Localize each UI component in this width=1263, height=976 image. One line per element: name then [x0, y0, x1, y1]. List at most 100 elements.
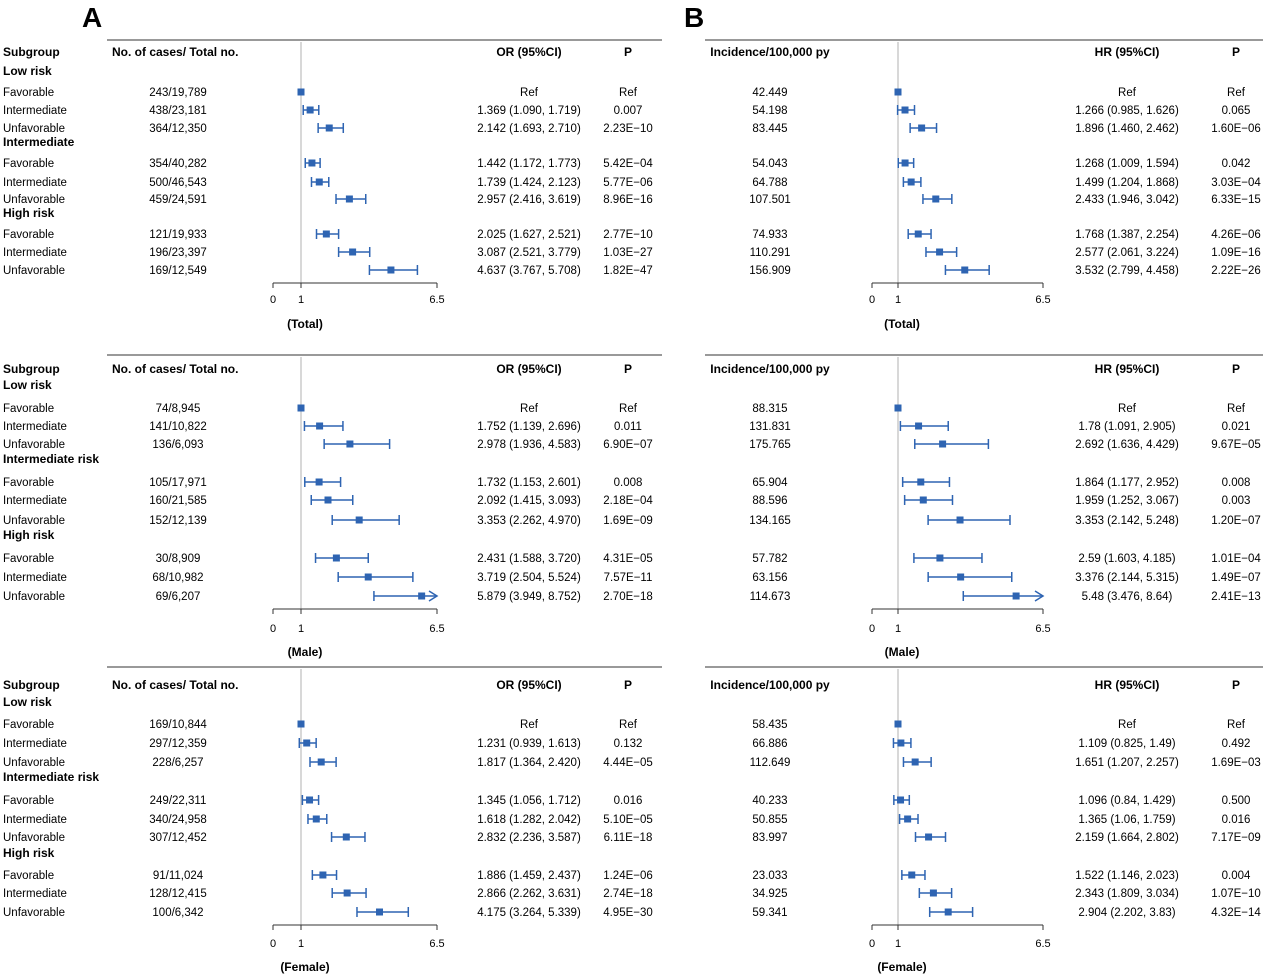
header-estimate: HR (95%CI) [1095, 678, 1160, 692]
point-estimate-marker [349, 248, 357, 256]
point-estimate-marker [342, 833, 350, 841]
group-label: Intermediate risk [3, 452, 99, 466]
forest-panel-a-0: Subgroup No. of cases/ Total no. OR (95%CI… [3, 39, 662, 331]
row-value-col1: 121/19,933 [149, 229, 207, 241]
point-estimate-marker [911, 758, 919, 766]
row-value-col1: 438/23,181 [149, 105, 207, 117]
group-label: Intermediate [3, 135, 75, 149]
row-estimate-text: 3.719 (2.504, 5.524) [477, 572, 581, 584]
row-p-value: 1.69E−03 [1211, 757, 1261, 769]
row-p-value: 1.03E−27 [603, 247, 653, 259]
header-col1: Incidence/100,000 py [710, 678, 830, 692]
row-p-value: 6.33E−15 [1211, 194, 1261, 206]
point-estimate-marker [957, 573, 965, 581]
row-estimate-text: 4.175 (3.264, 5.339) [477, 907, 581, 919]
header-p: P [624, 362, 632, 376]
row-label: Unfavorable [3, 591, 65, 603]
x-tick-label: 0 [869, 938, 875, 950]
row-label: Unfavorable [3, 757, 65, 769]
row-estimate-text: Ref [520, 719, 539, 731]
header-p: P [1232, 678, 1240, 692]
row-label: Intermediate [3, 814, 67, 826]
row-label: Favorable [3, 870, 54, 882]
point-estimate-marker [324, 496, 332, 504]
row-value-col1: 57.782 [752, 553, 787, 565]
group-label: Intermediate risk [3, 770, 99, 784]
row-p-value: 1.01E−04 [1211, 553, 1261, 565]
header-col1: No. of cases/ Total no. [112, 678, 238, 692]
point-estimate-marker [418, 592, 426, 600]
x-tick-label: 6.5 [429, 294, 444, 306]
row-estimate-text: 1.864 (1.177, 2.952) [1075, 477, 1179, 489]
row-value-col1: 66.886 [752, 738, 787, 750]
row-label: Unfavorable [3, 265, 65, 277]
subplot-title: (Total) [287, 317, 323, 331]
row-value-col1: 88.596 [752, 495, 787, 507]
x-tick-label: 1 [895, 938, 901, 950]
row-estimate-text: 1.109 (0.825, 1.49) [1078, 738, 1175, 750]
row-label: Favorable [3, 553, 54, 565]
row-label: Favorable [3, 229, 54, 241]
row-p-value: 1.20E−07 [1211, 515, 1261, 527]
row-p-value: 0.021 [1222, 421, 1251, 433]
forest-panel-a-2: Subgroup No. of cases/ Total no. OR (95%CI… [3, 666, 662, 974]
group-label: Low risk [3, 64, 52, 78]
row-value-col1: 136/6,093 [152, 439, 203, 451]
point-estimate-marker [316, 422, 324, 430]
row-p-value: 1.49E−07 [1211, 572, 1261, 584]
row-value-col1: 364/12,350 [149, 123, 207, 135]
row-estimate-text: 5.48 (3.476, 8.64) [1082, 591, 1173, 603]
row-value-col1: 110.291 [750, 247, 791, 259]
forest-plots: Subgroup No. of cases/ Total no. OR (95%CI… [3, 39, 1263, 974]
row-value-col1: 100/6,342 [152, 907, 203, 919]
row-value-col1: 74.933 [752, 229, 787, 241]
point-estimate-marker [932, 195, 940, 203]
row-value-col1: 69/6,207 [156, 591, 201, 603]
row-estimate-text: 1.768 (1.387, 2.254) [1075, 229, 1179, 241]
row-estimate-text: 1.78 (1.091, 2.905) [1078, 421, 1175, 433]
point-estimate-marker [345, 195, 353, 203]
row-p-value: 5.42E−04 [603, 158, 653, 170]
point-estimate-marker [944, 908, 952, 916]
row-value-col1: 134.165 [749, 515, 791, 527]
row-value-col1: 160/21,585 [149, 495, 207, 507]
x-tick-label: 0 [270, 938, 276, 950]
header-estimate: HR (95%CI) [1095, 362, 1160, 376]
row-label: Unfavorable [3, 194, 65, 206]
forest-panel-b-2: Incidence/100,000 py HR (95%CI) P 0 1 6.5 (Fem… [705, 666, 1263, 974]
group-label: High risk [3, 528, 55, 542]
row-p-value: Ref [1227, 87, 1246, 99]
row-p-value: 0.011 [614, 421, 642, 433]
point-estimate-marker [343, 889, 351, 897]
subplot-title: (Male) [288, 645, 323, 659]
row-p-value: 7.17E−09 [1211, 832, 1261, 844]
row-estimate-text: 1.959 (1.252, 3.067) [1075, 495, 1179, 507]
row-p-value: 1.69E−09 [603, 515, 653, 527]
row-label: Intermediate [3, 572, 67, 584]
subplot-title: (Male) [885, 645, 920, 659]
x-tick-label: 6.5 [429, 938, 444, 950]
row-p-value: 0.016 [1222, 814, 1251, 826]
row-value-col1: 107.501 [749, 194, 791, 206]
row-value-col1: 23.033 [752, 870, 787, 882]
point-estimate-marker [315, 478, 323, 486]
subplot-title: (Total) [884, 317, 920, 331]
row-estimate-text: 1.752 (1.139, 2.696) [477, 421, 581, 433]
x-tick-label: 1 [298, 938, 304, 950]
row-p-value: 0.132 [614, 738, 643, 750]
row-estimate-text: 5.879 (3.949, 8.752) [477, 591, 581, 603]
group-label: Low risk [3, 378, 52, 392]
row-p-value: Ref [619, 403, 638, 415]
row-label: Favorable [3, 403, 54, 415]
header-p: P [1232, 45, 1240, 59]
row-estimate-text: 1.365 (1.06, 1.759) [1078, 814, 1175, 826]
row-p-value: 2.77E−10 [603, 229, 653, 241]
row-estimate-text: 3.532 (2.799, 4.458) [1075, 265, 1179, 277]
row-value-col1: 64.788 [752, 177, 787, 189]
row-p-value: 0.008 [614, 477, 643, 489]
row-value-col1: 114.673 [750, 591, 791, 603]
x-tick-label: 1 [895, 294, 901, 306]
row-p-value: 2.22E−26 [1211, 265, 1261, 277]
row-estimate-text: Ref [1118, 87, 1137, 99]
row-label: Favorable [3, 477, 54, 489]
